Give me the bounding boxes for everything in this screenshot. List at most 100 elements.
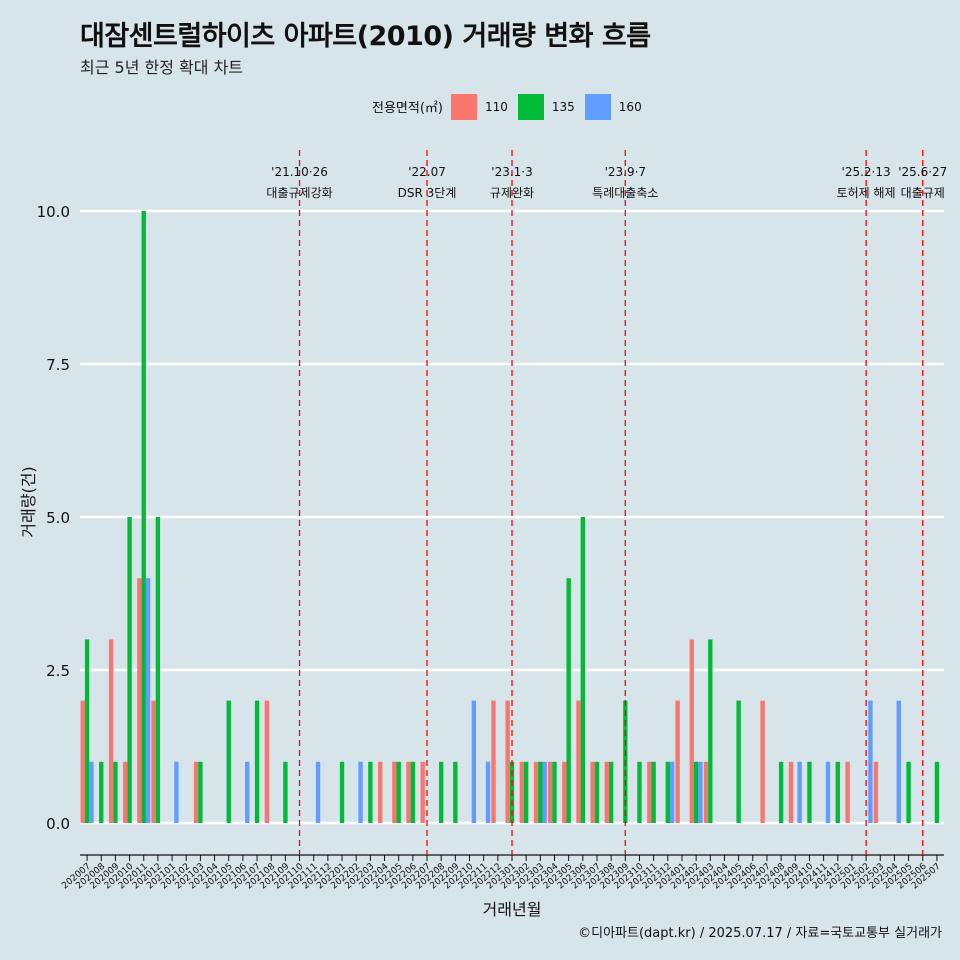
bar [538,761,543,823]
bar [89,761,94,823]
event-date-label: '21.10·26 [271,165,328,179]
bar [542,761,547,823]
bar [778,761,784,823]
bar [174,761,179,823]
bar [825,761,831,823]
bar [99,761,104,823]
bar [315,761,321,823]
bar [226,700,231,823]
bar [137,578,142,823]
y-tick-label: 10.0 [37,203,70,221]
bar [378,761,383,823]
bar [113,761,118,823]
y-tick-label: 5.0 [46,509,70,527]
bar [453,761,458,823]
bar [410,761,416,823]
bar [533,761,539,823]
bar [906,761,911,823]
bar [368,761,373,823]
bar [84,639,90,823]
event-date-label: '23.1·3 [491,165,532,179]
bar [151,700,156,823]
legend-swatch-135 [517,93,544,120]
bar [896,700,901,823]
bar [873,761,879,823]
bar [637,761,642,823]
bar [523,761,529,823]
bar [647,761,652,823]
event-name-label: 특례대출축소 [592,186,658,200]
bar [562,761,567,823]
legend-label-160: 160 [618,99,642,114]
event-name-label: 토허제 해제 [837,186,896,200]
bar [665,761,670,823]
bar [264,700,270,823]
bar [608,761,614,823]
event-name-label: DSR 3단계 [398,186,457,200]
bar [519,761,524,823]
bar [835,761,840,823]
bar [141,211,146,823]
bar [339,761,345,823]
bar [108,639,114,823]
event-name-label: 규제완화 [490,186,534,200]
bar [868,700,873,823]
legend-swatch-160 [584,93,611,120]
bar [845,761,850,823]
event-date-label: '22.07 [408,165,446,179]
bar [145,578,151,823]
y-tick-label: 2.5 [46,662,70,680]
y-tick-label: 0.0 [46,815,70,833]
legend-label-135: 135 [551,99,575,114]
chart-title: 대잠센트럴하이츠 아파트(2010) 거래량 변화 흐름 [80,21,651,52]
bar [491,700,496,823]
bar [576,700,581,823]
bar [485,761,491,823]
bar [245,761,250,823]
event-date-label: '23.9·7 [605,165,646,179]
bar [396,761,401,823]
bar [505,700,510,823]
event-date-label: '25.2·13 [842,165,891,179]
bar [604,761,609,823]
bar [693,761,699,823]
legend-label-110: 110 [484,99,508,114]
event-name-label: 대출규제강화 [266,186,332,200]
bar [788,761,794,823]
bar [590,761,595,823]
bar [651,761,656,823]
bar [193,761,199,823]
bar [123,761,128,823]
y-tick-label: 7.5 [46,356,70,374]
bar [254,700,260,823]
bar [439,761,444,823]
event-date-label: '25.6·27 [898,165,947,179]
bar [708,639,713,823]
bar [594,761,600,823]
bar [736,700,741,823]
bar [580,517,585,823]
bar [420,761,425,823]
bar [689,639,694,823]
bar [934,761,940,823]
bar [807,761,812,823]
event-name-label: 대출규제 [901,186,945,200]
bar [198,761,203,823]
bar [698,761,703,823]
chart-subtitle: 최근 5년 한정 확대 차트 [80,58,244,77]
bar [552,761,557,823]
bar [127,517,132,823]
bar [703,761,709,823]
bar [669,761,675,823]
legend-title: 전용면적(㎡) [372,101,443,116]
bar [358,761,363,823]
bar [797,761,802,823]
bar [155,517,161,823]
bar [675,700,680,823]
bar [406,761,411,823]
legend: 전용면적(㎡) 110 135 160 [372,92,652,121]
x-axis-title: 거래년월 [483,900,542,919]
y-axis-title: 거래량(건) [19,466,38,537]
source-caption: ©디아파트(dapt.kr) / 2025.07.17 / 자료=국토교통부 실… [578,926,942,941]
